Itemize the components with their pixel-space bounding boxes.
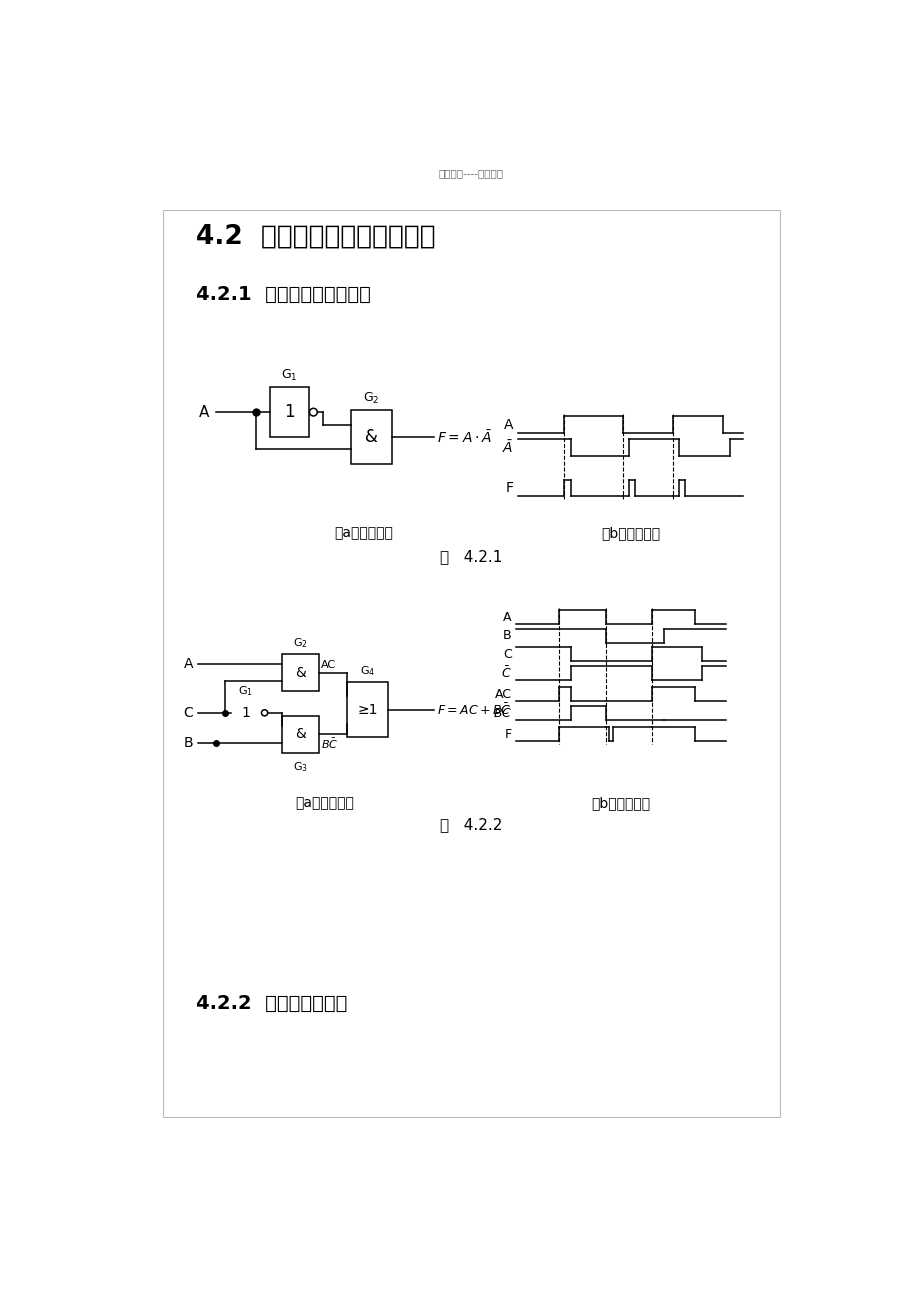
Text: $\bar{C}$: $\bar{C}$	[501, 665, 511, 680]
Text: $F=AC+B\bar{C}$: $F=AC+B\bar{C}$	[437, 703, 511, 718]
Text: 4.2.2  竞争冒险的消除: 4.2.2 竞争冒险的消除	[196, 994, 347, 1012]
Text: 图   4.2.1: 图 4.2.1	[440, 549, 502, 565]
Bar	[347, 682, 388, 738]
Bar	[281, 654, 319, 691]
Bar	[269, 388, 309, 437]
Bar	[351, 410, 391, 464]
Text: B: B	[503, 630, 511, 643]
Circle shape	[261, 710, 267, 716]
Text: 1: 1	[284, 403, 294, 422]
Text: 1: 1	[242, 706, 250, 719]
Circle shape	[309, 409, 317, 416]
Text: 4.2.1  产生竞争冒险的原因: 4.2.1 产生竞争冒险的原因	[196, 285, 371, 304]
Text: &: &	[365, 428, 378, 446]
Text: F: F	[505, 481, 513, 494]
Text: G$_4$: G$_4$	[359, 665, 375, 678]
Text: G$_3$: G$_3$	[292, 761, 307, 774]
Text: A: A	[199, 405, 210, 420]
Text: &: &	[294, 727, 305, 742]
Text: （b）工作波形: （b）工作波形	[600, 527, 659, 540]
Text: G$_1$: G$_1$	[238, 684, 253, 699]
Bar	[163, 209, 779, 1118]
Text: C: C	[503, 648, 511, 661]
Text: 4.2  组合逻辑电路的竞争冒险: 4.2 组合逻辑电路的竞争冒险	[196, 224, 436, 250]
Text: F: F	[505, 727, 511, 740]
Text: $B\bar{C}$: $B\bar{C}$	[492, 705, 511, 721]
Bar	[281, 716, 319, 753]
Text: A: A	[184, 657, 193, 670]
Text: 图   4.2.2: 图 4.2.2	[440, 817, 502, 831]
Text: （b）工作波形: （b）工作波形	[591, 796, 650, 811]
Text: &: &	[294, 666, 305, 680]
Text: （a）逻辑电路: （a）逻辑电路	[334, 527, 392, 540]
Text: G$_2$: G$_2$	[292, 636, 307, 650]
Text: A: A	[504, 418, 513, 432]
Text: $B\bar{C}$: $B\bar{C}$	[321, 736, 338, 751]
Text: ≥1: ≥1	[357, 703, 378, 717]
Text: $\bar{A}$: $\bar{A}$	[502, 440, 513, 457]
Text: （a）逻辑电路: （a）逻辑电路	[294, 796, 353, 811]
Text: 学习必备----欢迎下载: 学习必备----欢迎下载	[438, 168, 504, 178]
Text: AC: AC	[321, 661, 336, 670]
Text: C: C	[183, 706, 193, 719]
Text: B: B	[184, 735, 193, 749]
Text: AC: AC	[494, 688, 511, 701]
Text: G$_1$: G$_1$	[281, 368, 298, 384]
Text: $F = A \cdot \bar{A}$: $F = A \cdot \bar{A}$	[437, 429, 491, 445]
Text: A: A	[503, 611, 511, 624]
Text: G$_2$: G$_2$	[363, 392, 380, 406]
